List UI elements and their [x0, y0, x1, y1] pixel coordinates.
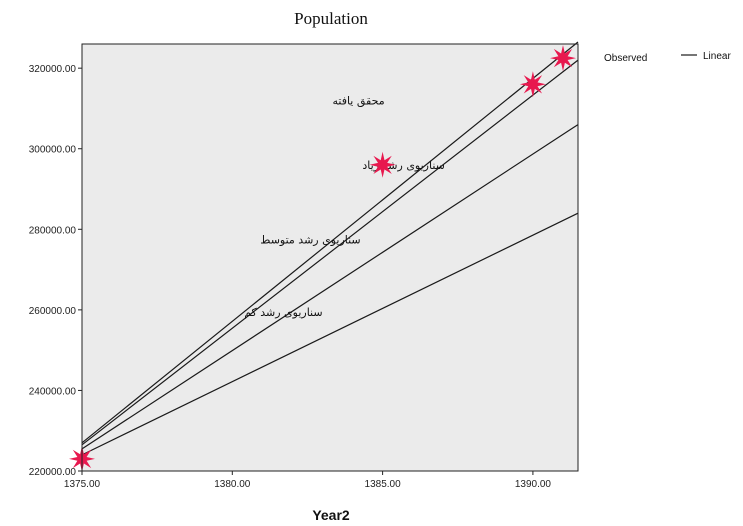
x-tick-label: 1375.00: [64, 479, 101, 490]
plot-area: [82, 44, 578, 471]
y-tick-label: 220000.00: [29, 467, 77, 478]
x-tick-label: 1385.00: [365, 479, 402, 490]
y-tick-label: 300000.00: [29, 145, 77, 156]
fit-line: [81, 59, 579, 446]
legend-linear-label: Linear: [703, 51, 731, 62]
x-axis-label: Year2: [312, 507, 350, 523]
fit-line: [81, 41, 579, 444]
observed-point: [550, 45, 576, 72]
fit-line: [81, 212, 579, 456]
x-tick-label: 1390.00: [515, 479, 552, 490]
observed-point: [369, 151, 396, 178]
observed-point: [519, 71, 546, 98]
legend-observed-label: Observed: [604, 53, 647, 64]
line-annotation: محقق یافته: [332, 94, 384, 108]
fit-line: [81, 124, 579, 450]
plot-frame: [81, 43, 579, 472]
y-tick-label: 320000.00: [29, 64, 77, 75]
chart-title: Population: [294, 9, 368, 28]
line-annotation: سناریوی رشد کم: [244, 306, 322, 319]
y-tick-label: 240000.00: [29, 386, 77, 397]
y-tick-label: 280000.00: [29, 225, 77, 236]
x-tick-label: 1380.00: [214, 479, 251, 490]
line-annotation: سناریوی رشد متوسط: [260, 233, 360, 246]
y-tick-label: 260000.00: [29, 306, 77, 317]
